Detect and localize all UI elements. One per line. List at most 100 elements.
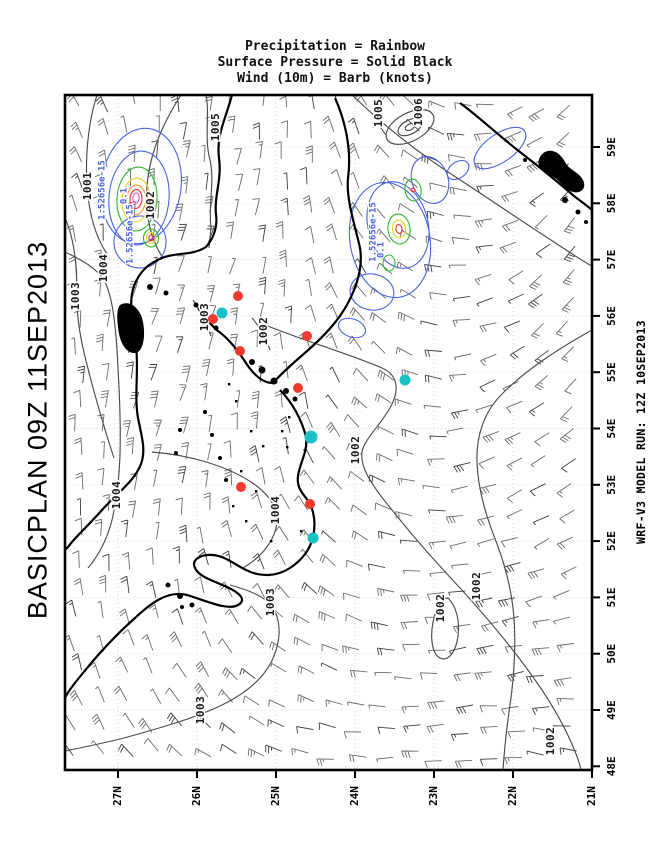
wind-barb — [305, 278, 312, 296]
wind-barb — [166, 743, 183, 757]
wind-barb — [301, 582, 318, 595]
wind-barb — [65, 95, 80, 107]
island — [180, 605, 184, 609]
wind-barb — [177, 255, 185, 272]
station-dot-red — [302, 331, 312, 341]
wind-barb — [204, 95, 213, 111]
wind-barb — [342, 645, 360, 654]
wind-barb — [349, 669, 368, 678]
wind-barb — [367, 563, 386, 571]
wind-barb — [95, 333, 104, 352]
wind-barb — [529, 402, 545, 417]
wind-barb — [552, 725, 571, 730]
wind-barb — [97, 117, 109, 135]
wind-barb — [201, 470, 209, 488]
wind-barb — [397, 203, 415, 214]
wind-barb — [247, 748, 265, 758]
wind-barb — [556, 643, 574, 652]
wind-barb — [528, 293, 543, 309]
island — [523, 158, 527, 162]
wind-barb — [68, 194, 78, 212]
legend-pressure: Surface Pressure = Solid Black — [217, 55, 453, 70]
wind-barb — [115, 656, 129, 673]
island — [165, 582, 171, 588]
station-dot-cyan — [307, 532, 319, 544]
wind-barb — [346, 559, 363, 568]
wind-barb — [224, 608, 239, 624]
wind-barb — [350, 504, 367, 516]
wind-barb — [474, 273, 492, 286]
isobar-line — [476, 329, 592, 770]
wind-barb — [279, 249, 287, 268]
wind-barb — [394, 676, 412, 681]
wind-barb — [252, 553, 265, 570]
wind-barb — [235, 173, 244, 191]
precip-contour — [100, 127, 182, 245]
wind-barb — [328, 141, 341, 159]
plot-frame — [63, 93, 594, 772]
coastline — [65, 389, 316, 699]
wind-barb — [532, 515, 550, 526]
wind-barb — [300, 548, 314, 563]
island — [584, 220, 588, 224]
wind-barb — [252, 582, 266, 599]
island — [270, 377, 278, 385]
isobar-label: 1003 — [264, 588, 277, 617]
wind-barb — [395, 346, 413, 356]
lat-tick-label: 24N — [348, 786, 361, 806]
wind-barb — [535, 243, 551, 259]
wind-barb — [374, 144, 390, 158]
isobar-line — [151, 451, 278, 569]
wind-barb — [316, 758, 334, 766]
wind-barb — [343, 731, 362, 739]
wind-barb — [122, 713, 135, 728]
land-speck — [286, 446, 289, 449]
land-speck — [281, 430, 284, 433]
wind-barb — [531, 323, 544, 339]
isobar-label: 1004 — [269, 496, 282, 525]
station-dot-red — [233, 291, 243, 301]
wind-barb — [208, 414, 213, 433]
wind-barb — [429, 182, 447, 190]
lon-tick-label: 59E — [605, 137, 618, 157]
map-legend: Precipitation = Rainbow Surface Pressure… — [218, 39, 453, 87]
wind-barb — [532, 727, 550, 732]
wind-barb — [236, 390, 241, 408]
isobar-line — [85, 95, 108, 255]
island — [178, 428, 182, 432]
wind-barb — [534, 432, 550, 447]
precip-contour — [387, 213, 411, 245]
precip-contour — [145, 231, 157, 245]
wind-barb — [322, 115, 335, 133]
wind-barb — [351, 396, 368, 409]
wind-barb — [526, 750, 544, 756]
wind-barb — [153, 277, 161, 295]
precip-contour — [121, 177, 151, 223]
wind-barb — [424, 349, 442, 358]
wind-barb — [201, 630, 212, 648]
wind-barb — [262, 256, 267, 274]
coastline — [197, 97, 362, 385]
wind-barb — [454, 759, 473, 768]
island — [213, 325, 219, 331]
wind-barb — [249, 445, 260, 463]
wind-barb — [121, 551, 131, 570]
wind-barb — [374, 502, 392, 511]
wind-barb — [553, 616, 571, 625]
wind-barb — [122, 419, 131, 438]
wind-barb — [297, 665, 315, 675]
wind-barb — [319, 553, 336, 567]
wind-barb — [446, 132, 465, 141]
wind-barb — [268, 699, 285, 708]
wind-barb — [98, 574, 107, 593]
wind-barb — [426, 592, 445, 601]
wind-barb — [343, 592, 360, 601]
wind-barb — [74, 437, 83, 455]
wind-barb — [302, 195, 313, 213]
land-speck — [250, 430, 253, 433]
isobar-line — [431, 597, 460, 660]
wind-barb — [175, 497, 183, 515]
wind-barb — [94, 278, 102, 297]
wind-barb — [534, 214, 548, 230]
